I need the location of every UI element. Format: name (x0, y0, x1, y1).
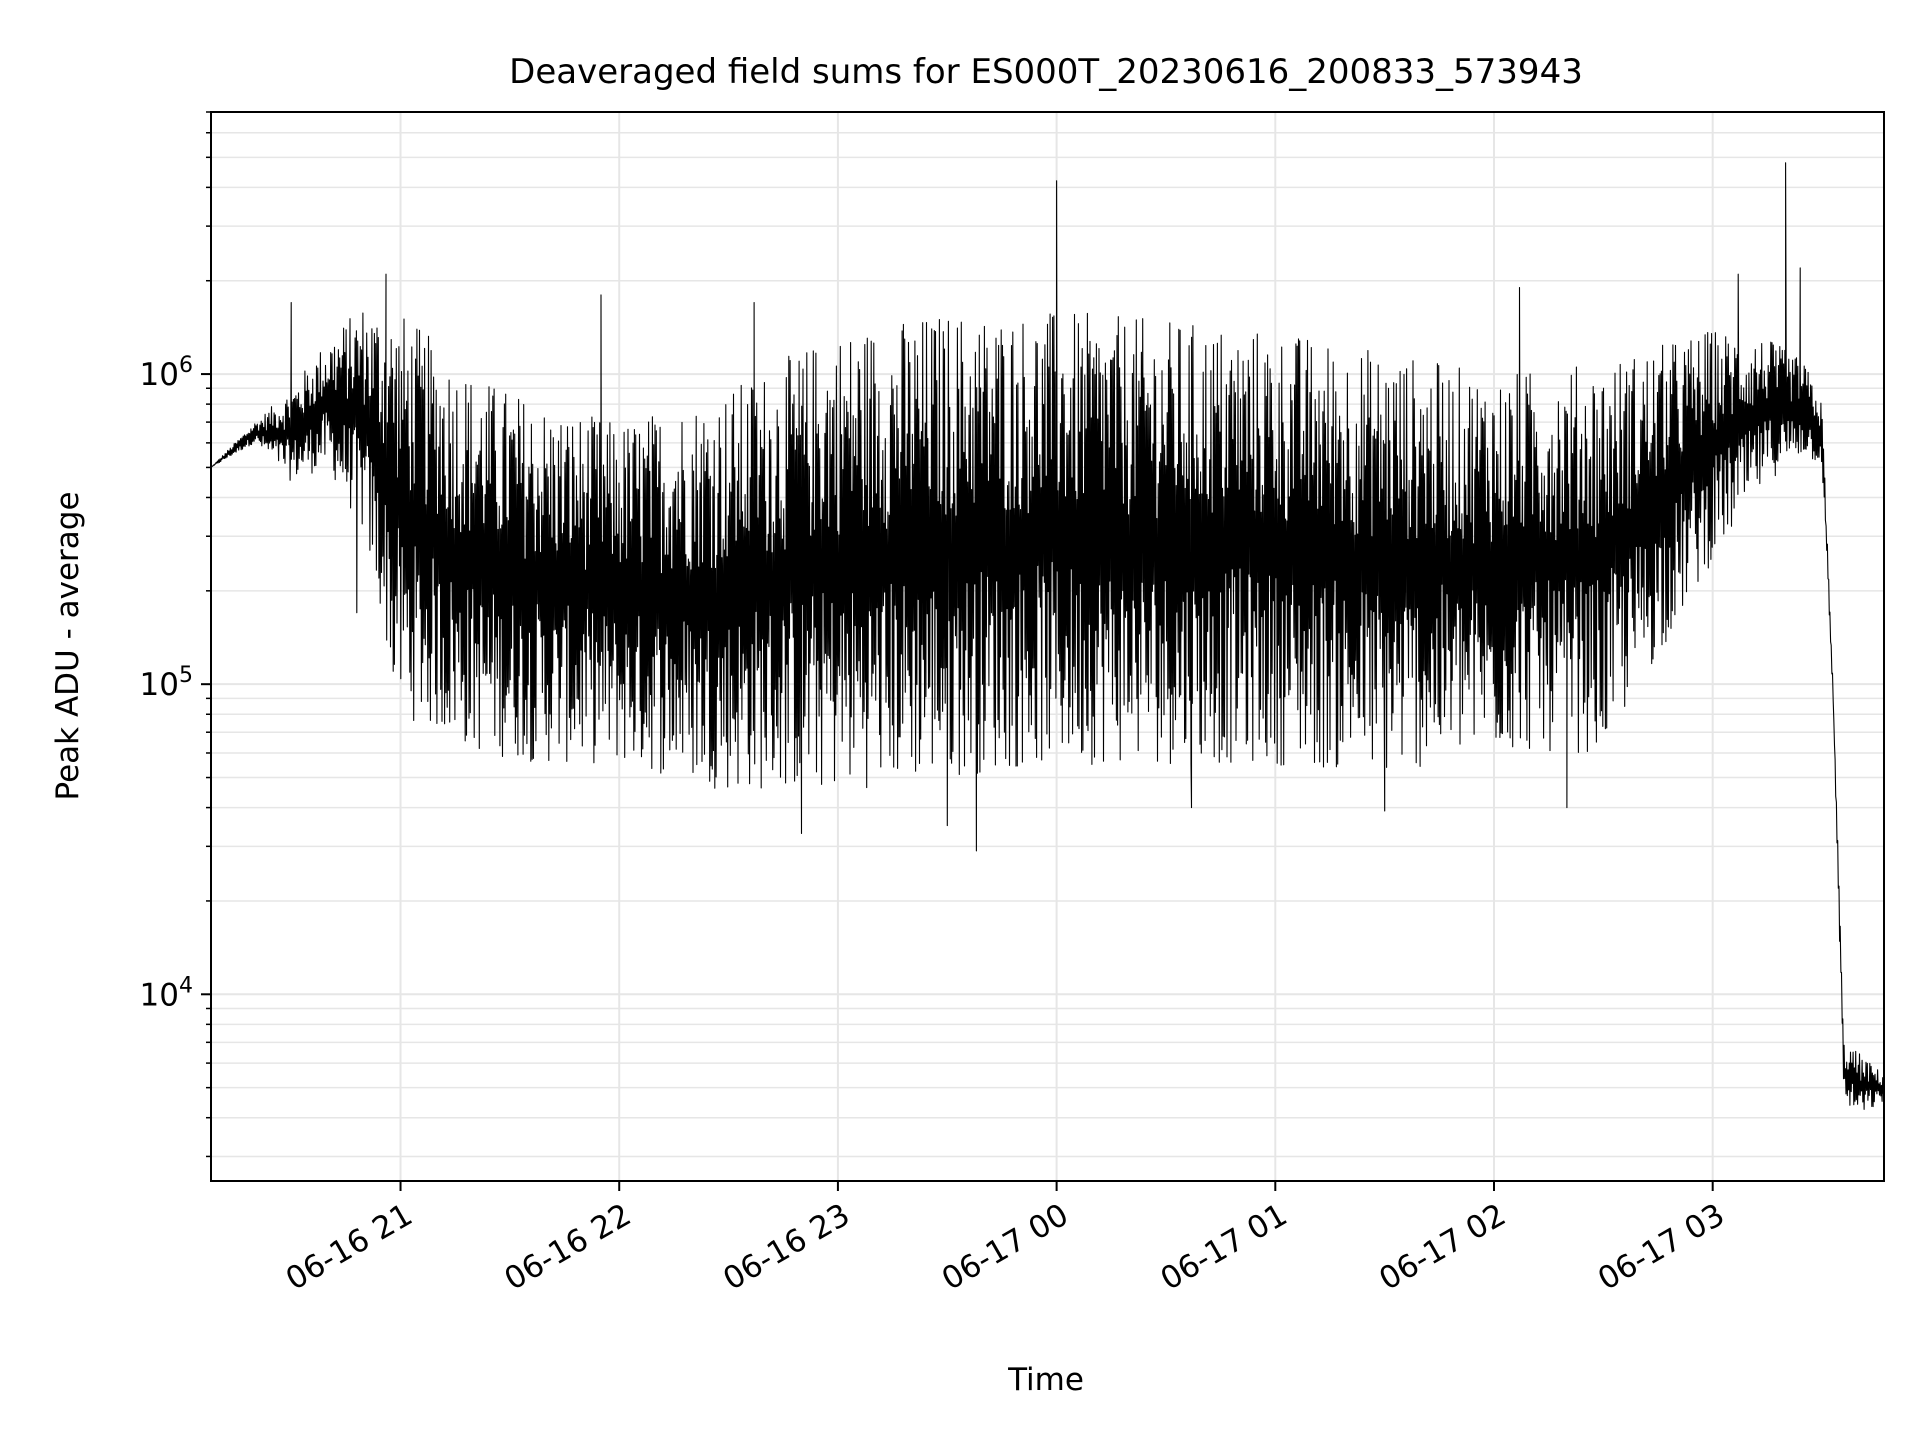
y-tick-label: 104 (140, 973, 193, 1013)
x-tick-label: 06-17 01 (1155, 1197, 1294, 1298)
plot-area (210, 111, 1885, 1182)
series-line (210, 162, 1885, 1110)
x-tick-label: 06-16 22 (499, 1197, 638, 1298)
y-tick-label: 106 (140, 353, 193, 393)
x-axis-label: Time (1007, 1362, 1084, 1398)
x-tick-label: 06-17 00 (936, 1197, 1075, 1298)
x-tick-label: 06-17 03 (1592, 1197, 1731, 1298)
y-axis-label: Peak ADU - average (50, 491, 86, 800)
chart-title: Deaveraged field sums for ES000T_2023061… (509, 52, 1583, 92)
y-tick-label: 105 (140, 663, 193, 703)
x-tick-label: 06-17 02 (1373, 1197, 1512, 1298)
x-tick-label: 06-16 21 (280, 1197, 419, 1298)
x-tick-label: 06-16 23 (717, 1197, 856, 1298)
